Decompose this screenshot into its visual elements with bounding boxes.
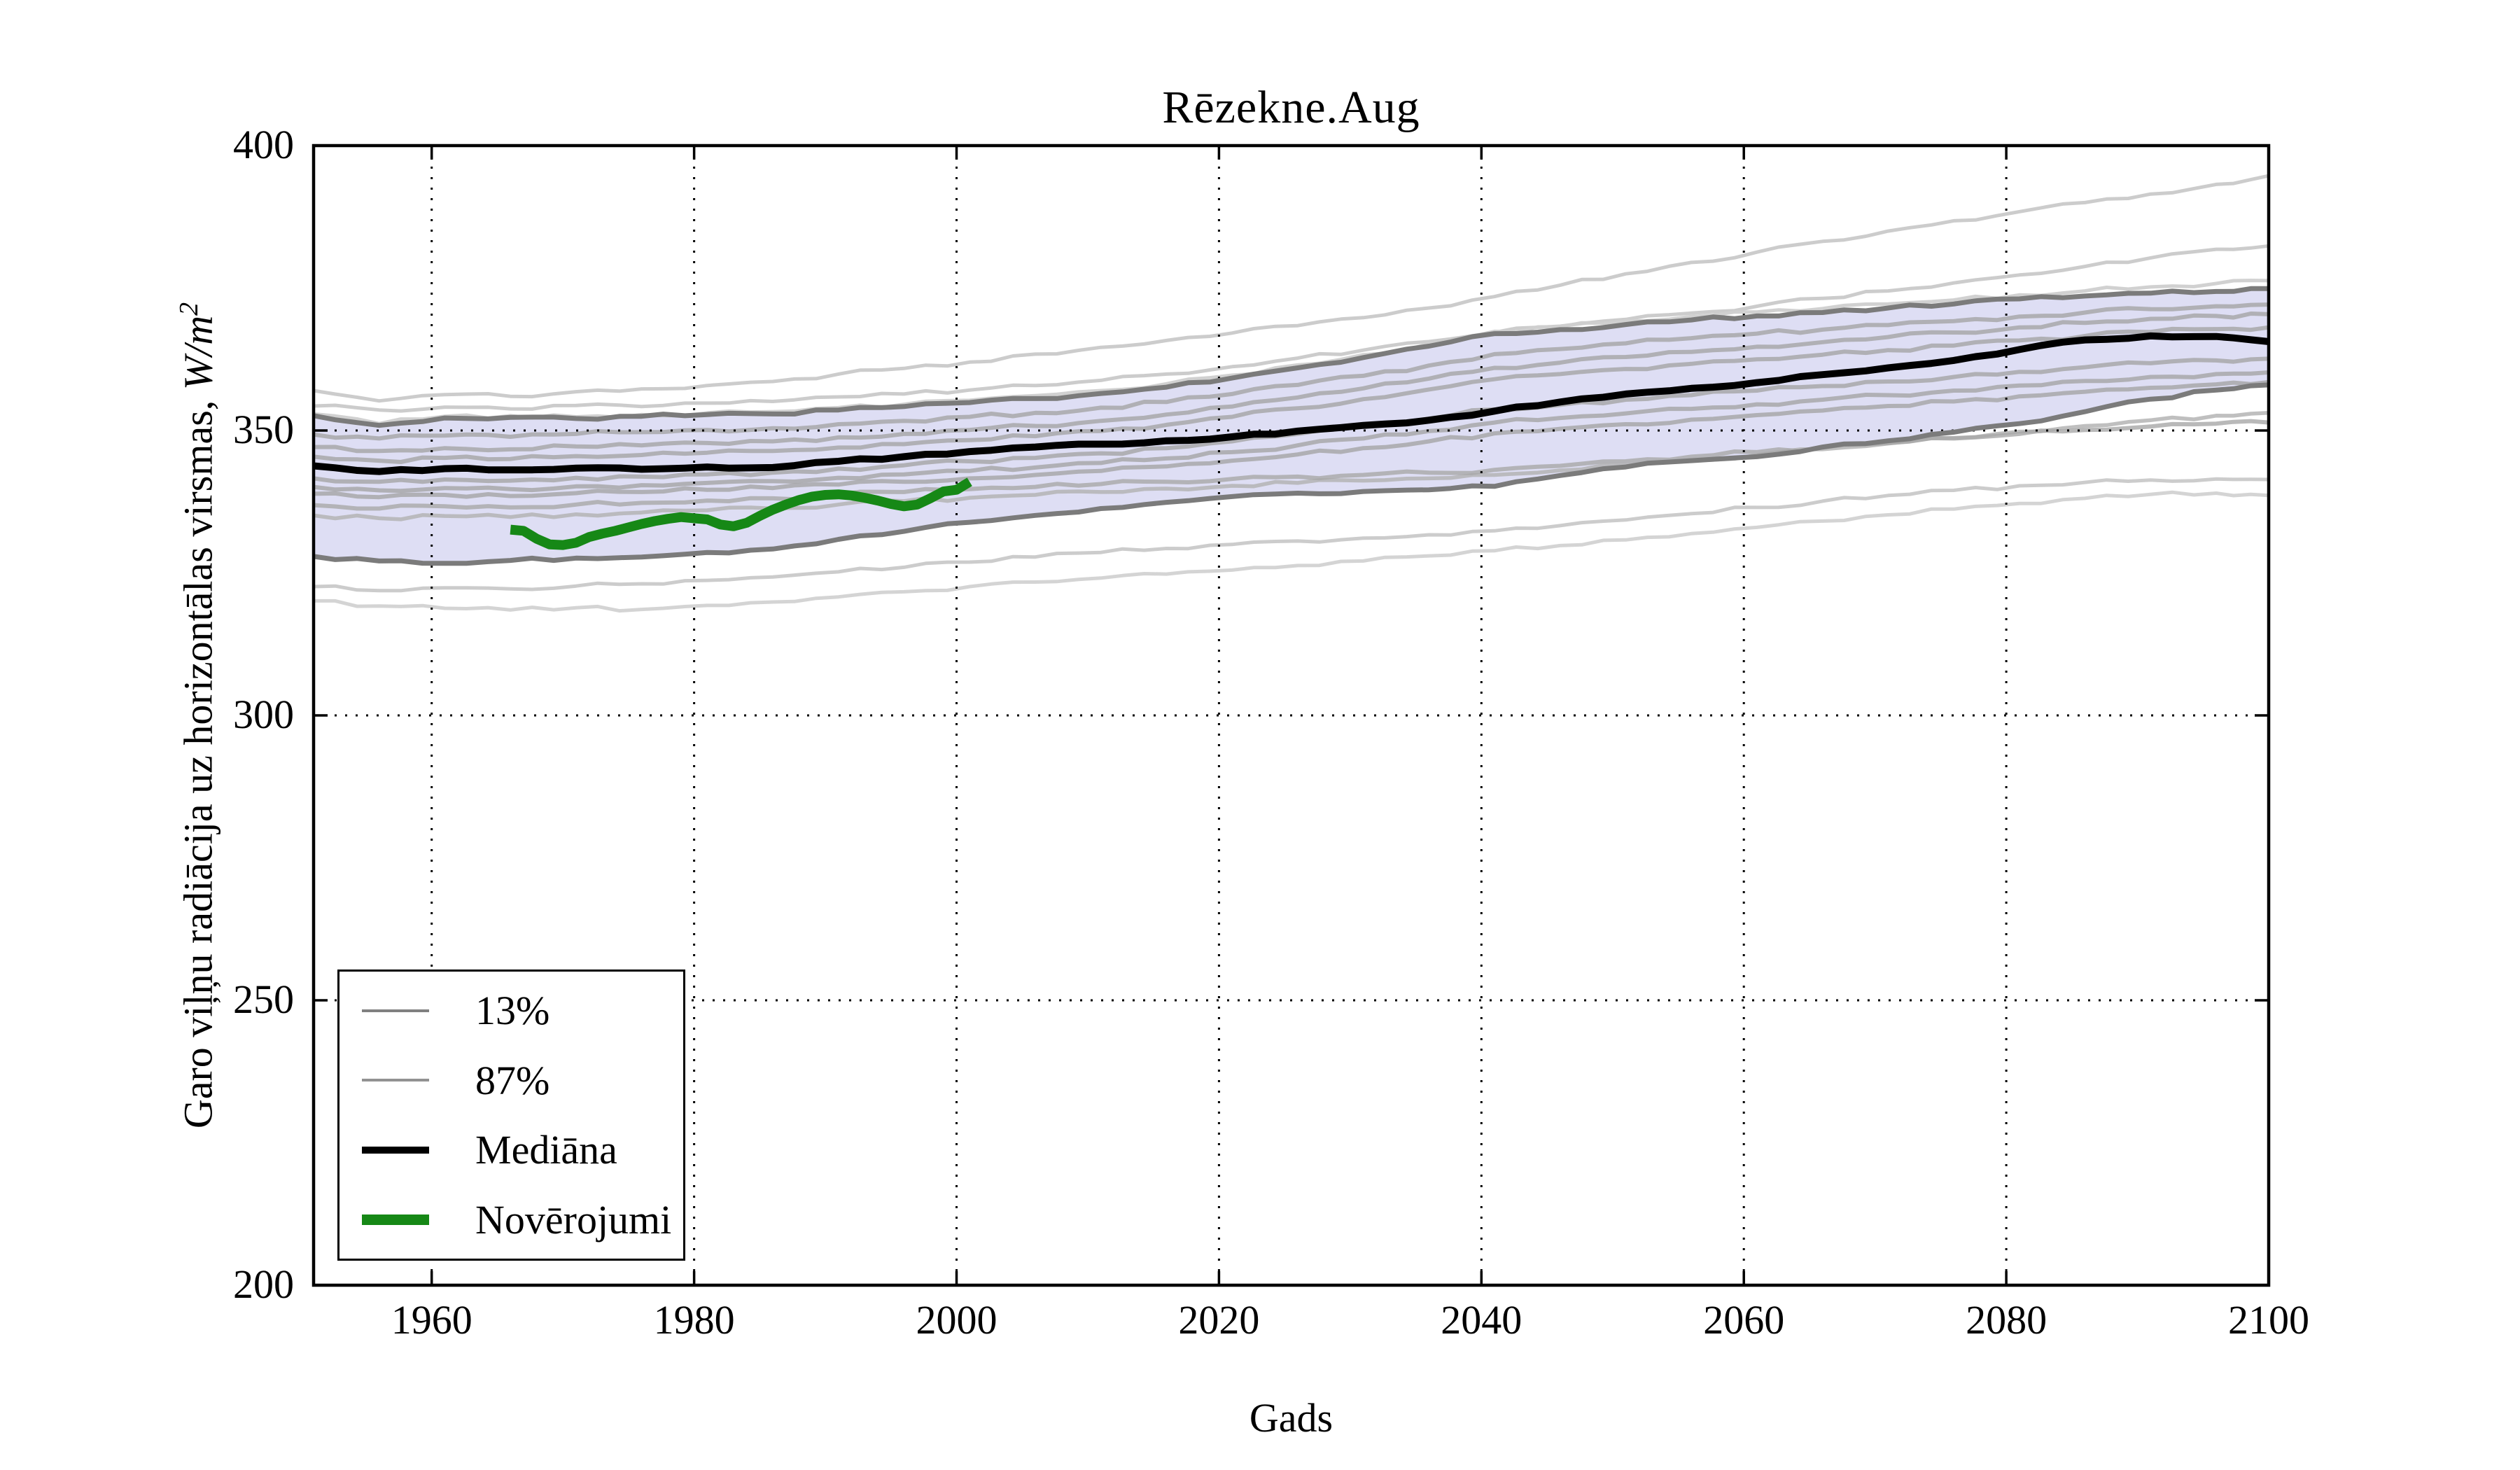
- legend-item-13%: 13%: [362, 977, 683, 1044]
- y-tick-label-400: 400: [233, 122, 294, 167]
- quantile-lower-line: [313, 382, 2269, 566]
- ensemble-line-run-13: [313, 379, 2269, 500]
- x-tick-label-2000: 2000: [916, 1297, 997, 1343]
- y-axis-unit: W/m: [175, 315, 221, 391]
- legend-item-87%: 87%: [362, 1046, 683, 1114]
- y-tick-label-250: 250: [233, 976, 294, 1022]
- x-tick-label-2040: 2040: [1441, 1297, 1522, 1343]
- observations-line: [510, 477, 972, 550]
- legend-line-sample: [362, 1214, 429, 1225]
- legend-line-sample: [362, 1009, 429, 1012]
- chart-title: Rēzekne.Aug: [1162, 82, 1420, 133]
- x-tick-label-1980: 1980: [653, 1297, 735, 1343]
- ensemble-line-run-9: [313, 312, 2269, 454]
- ensemble-line-run-4: [313, 477, 2269, 593]
- y-tick-label-350: 350: [233, 407, 294, 452]
- x-tick-label-2080: 2080: [1966, 1297, 2047, 1343]
- ensemble-line-run-7: [313, 419, 2269, 511]
- legend-item-Mediāna: Mediāna: [362, 1116, 683, 1184]
- y-tick-label-200: 200: [233, 1261, 294, 1307]
- legend-label: 87%: [475, 1057, 550, 1103]
- ensemble-line-run-2: [313, 244, 2269, 413]
- x-tick-label-1960: 1960: [391, 1297, 472, 1343]
- ensemble-line-run-10: [313, 325, 2269, 464]
- y-tick-label-300: 300: [233, 692, 294, 737]
- x-axis-label: Gads: [1249, 1395, 1334, 1441]
- legend-box: 13% 87% Mediāna Novērojumi: [337, 969, 685, 1261]
- legend-line-sample: [362, 1079, 429, 1082]
- legend-item-Novērojumi: Novērojumi: [362, 1186, 683, 1253]
- x-tick-label-2060: 2060: [1703, 1297, 1785, 1343]
- ensemble-line-run-12: [313, 370, 2269, 493]
- y-axis-unit-exponent: 2: [174, 302, 204, 316]
- legend-line-sample: [362, 1146, 429, 1154]
- legend-label: Novērojumi: [475, 1196, 672, 1242]
- x-tick-label-2100: 2100: [2228, 1297, 2309, 1343]
- ensemble-line-run-8: [313, 302, 2269, 441]
- x-tick-label-2020: 2020: [1178, 1297, 1260, 1343]
- quantile-upper-line: [313, 286, 2269, 428]
- legend-label: Mediāna: [475, 1127, 617, 1173]
- ensemble-line-run-5: [314, 490, 2269, 613]
- median-line: [313, 332, 2269, 475]
- legend-label: 13%: [475, 988, 550, 1034]
- ensemble-line-run-1: [313, 174, 2269, 403]
